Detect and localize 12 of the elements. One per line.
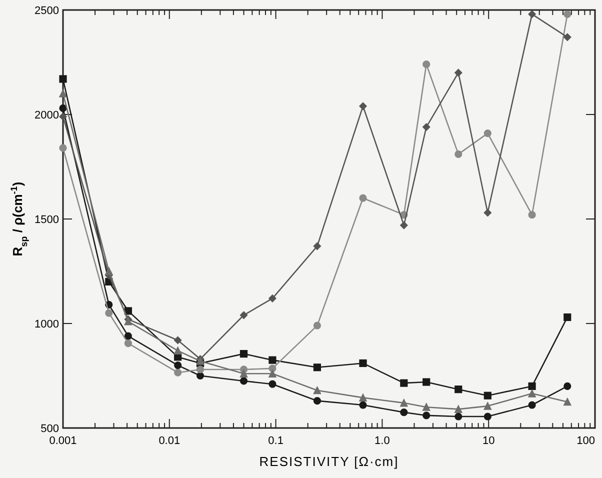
y-tick-label: 500 [40, 423, 59, 435]
y-tick-label: 1500 [34, 214, 59, 226]
y-tick-label: 2500 [34, 5, 59, 17]
x-tick-label: 100 [576, 435, 595, 447]
y-tick-label: 1000 [34, 318, 59, 330]
x-tick-label: 0.01 [158, 435, 180, 447]
x-axis-title: RESISTIVITY [Ω·cm] [259, 454, 399, 469]
x-tick-label: 1.0 [374, 435, 390, 447]
x-tick-label: 0.001 [49, 435, 77, 447]
x-tick-label: 10 [482, 435, 495, 447]
x-tick-label: 0.1 [268, 435, 284, 447]
y-tick-label: 2000 [34, 110, 59, 122]
